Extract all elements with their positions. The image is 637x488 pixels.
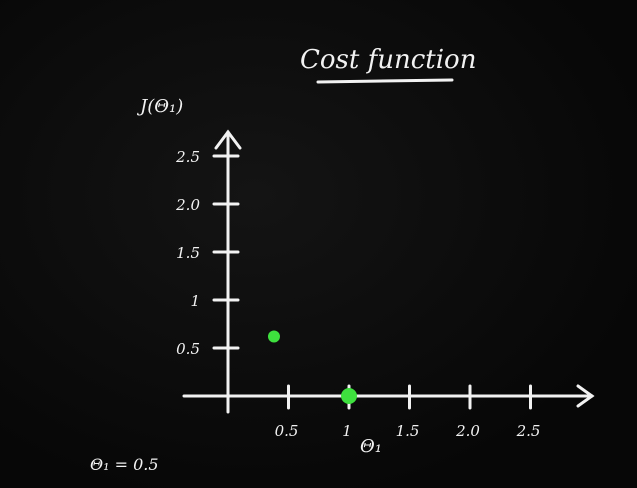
y-axis-label: J(Θ₁) (136, 96, 183, 117)
data-point (341, 388, 357, 404)
x-tick-label: 1 (342, 422, 352, 440)
y-tick-label: 2.5 (175, 148, 200, 166)
axes (182, 129, 595, 414)
theta-annotation: Θ₁ = 0.5 (90, 455, 159, 474)
x-tick-label: 1.5 (396, 422, 420, 440)
y-tick-label: 1.5 (176, 244, 200, 262)
chart-title: Cost function (300, 45, 476, 75)
x-tick-label: 2.5 (516, 422, 541, 440)
y-tick-label: 0.5 (176, 340, 200, 358)
title-underline (316, 78, 454, 84)
x-tick-label: 0.5 (275, 422, 299, 440)
data-points (267, 330, 357, 404)
data-point (267, 330, 280, 343)
tick-labels: 0.5 1 1.5 2.0 2.5 0.5 1 1.5 2.0 2.5 (175, 148, 540, 440)
tick-marks (212, 154, 532, 410)
x-axis-label: Θ₁ (360, 436, 382, 457)
y-tick-label: 2.0 (175, 196, 200, 214)
y-tick-label: 1 (190, 292, 200, 310)
x-axis-arrowhead (576, 384, 595, 408)
y-axis-arrowhead (214, 129, 242, 150)
x-tick-label: 2.0 (455, 422, 480, 440)
